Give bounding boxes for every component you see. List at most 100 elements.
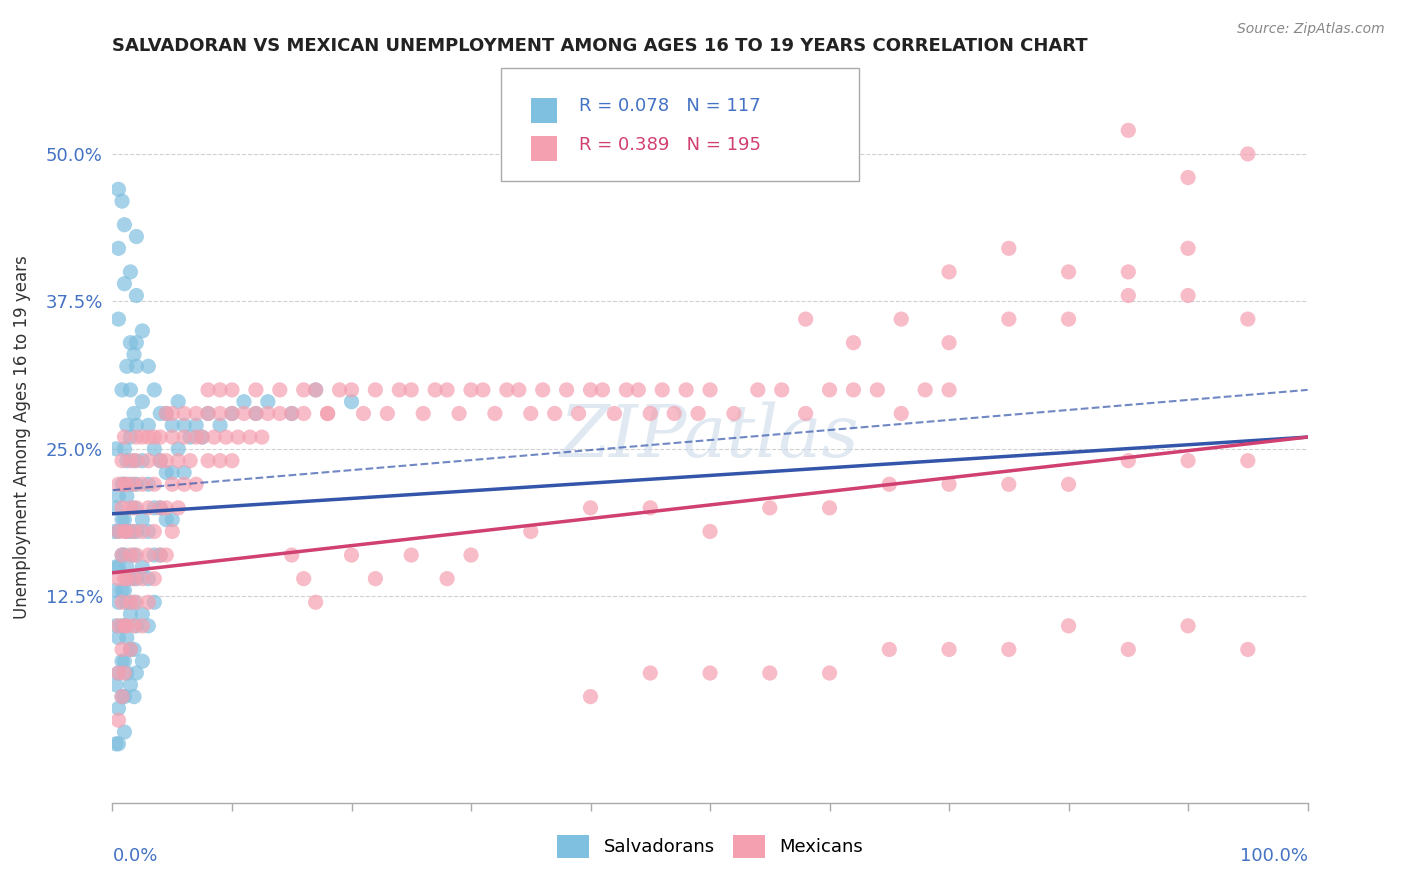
Point [412, 407, 434, 421]
Point [107, 312, 129, 326]
Point [107, 477, 129, 491]
Point [1237, 312, 1260, 326]
Point [114, 477, 135, 491]
Point [794, 312, 817, 326]
Point [125, 500, 148, 515]
Point [257, 394, 280, 409]
Text: Source: ZipAtlas.com: Source: ZipAtlas.com [1237, 22, 1385, 37]
Point [292, 383, 315, 397]
Point [120, 265, 142, 279]
Point [675, 383, 697, 397]
Point [131, 607, 153, 621]
Point [221, 407, 243, 421]
Point [998, 477, 1021, 491]
Point [155, 407, 177, 421]
Point [508, 383, 530, 397]
Point [122, 407, 145, 421]
Point [209, 453, 232, 467]
Point [105, 442, 128, 456]
Point [167, 453, 190, 467]
Point [125, 359, 148, 374]
Point [138, 500, 160, 515]
Point [131, 619, 153, 633]
Point [640, 666, 662, 681]
Point [316, 407, 339, 421]
Point [292, 572, 315, 586]
Point [125, 453, 148, 467]
Point [842, 383, 865, 397]
Point [114, 477, 135, 491]
Point [447, 407, 470, 421]
Point [111, 654, 134, 668]
Point [122, 500, 145, 515]
Point [651, 383, 673, 397]
Point [105, 500, 128, 515]
Point [1057, 312, 1080, 326]
Point [377, 407, 399, 421]
Point [143, 430, 166, 444]
Point [107, 666, 129, 681]
Point [155, 500, 177, 515]
Point [125, 666, 148, 681]
Point [120, 678, 142, 692]
Point [143, 595, 166, 609]
Point [122, 690, 145, 704]
Point [107, 524, 129, 539]
Point [138, 619, 160, 633]
Point [120, 524, 142, 539]
Point [138, 418, 160, 433]
Point [138, 548, 160, 562]
Point [143, 383, 166, 397]
Point [149, 548, 172, 562]
Point [436, 572, 458, 586]
Point [131, 477, 153, 491]
Point [239, 430, 262, 444]
Point [173, 407, 195, 421]
Point [138, 477, 160, 491]
Point [120, 572, 142, 586]
Point [640, 500, 662, 515]
Point [1237, 453, 1260, 467]
Point [938, 383, 960, 397]
Point [115, 418, 138, 433]
Point [149, 500, 172, 515]
Point [122, 524, 145, 539]
Point [496, 383, 519, 397]
Point [1118, 288, 1140, 302]
Point [579, 690, 602, 704]
Point [197, 407, 219, 421]
Point [699, 524, 721, 539]
Point [269, 383, 291, 397]
Point [107, 595, 129, 609]
Point [107, 713, 129, 727]
Point [111, 477, 134, 491]
Point [484, 407, 506, 421]
Point [890, 407, 912, 421]
Point [938, 265, 960, 279]
Point [209, 383, 232, 397]
Point [114, 442, 135, 456]
Point [579, 383, 602, 397]
Bar [531, 136, 557, 161]
Point [131, 513, 153, 527]
Point [162, 513, 183, 527]
Point [162, 407, 183, 421]
Point [107, 737, 129, 751]
Point [340, 394, 363, 409]
Point [938, 335, 960, 350]
Point [125, 595, 148, 609]
Point [209, 407, 232, 421]
Point [114, 666, 135, 681]
Point [640, 407, 662, 421]
Point [143, 524, 166, 539]
Point [111, 595, 134, 609]
Point [555, 383, 578, 397]
Point [257, 407, 280, 421]
Point [186, 430, 208, 444]
Point [179, 453, 201, 467]
Point [292, 407, 315, 421]
Point [794, 407, 817, 421]
Point [191, 430, 214, 444]
Point [233, 394, 256, 409]
Point [1118, 453, 1140, 467]
